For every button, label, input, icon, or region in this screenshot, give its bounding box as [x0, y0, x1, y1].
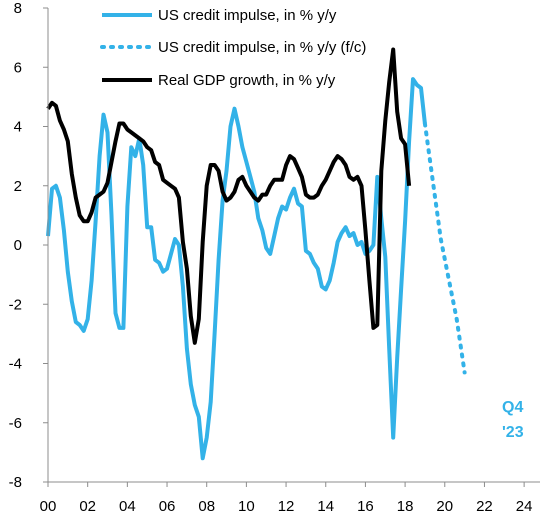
legend-label-credit-impulse-fc: US credit impulse, in % y/y (f/c): [158, 39, 366, 56]
legend-entry-real-gdp: Real GDP growth, in % y/y: [102, 72, 336, 89]
y-tick-label: 2: [14, 178, 22, 195]
x-tick-label: 00: [40, 498, 57, 515]
x-tick-label: 02: [79, 498, 96, 515]
series-credit-impulse-fc-line: [422, 121, 467, 375]
x-tick-label: 12: [278, 498, 295, 515]
x-tick-label: 14: [317, 498, 334, 515]
legend: US credit impulse, in % y/y US credit im…: [100, 7, 366, 89]
x-tick-label: 06: [159, 498, 176, 515]
x-tick-label: 10: [238, 498, 255, 515]
legend-entry-credit-impulse: US credit impulse, in % y/y: [102, 7, 337, 24]
y-tick-label: 4: [14, 119, 22, 136]
y-tick-label: -8: [9, 474, 22, 491]
y-tick-label: -6: [9, 415, 22, 432]
x-ticks: 00 02 04 06 08 10 12 14 16 18 20 22 24: [40, 482, 533, 515]
series-real-gdp-line: [46, 47, 412, 345]
x-tick-label: 20: [436, 498, 453, 515]
legend-entry-credit-impulse-fc: US credit impulse, in % y/y (f/c): [100, 39, 366, 56]
y-tick-label: -2: [9, 296, 22, 313]
legend-label-real-gdp: Real GDP growth, in % y/y: [158, 72, 336, 89]
x-tick-label: 18: [397, 498, 414, 515]
y-tick-label: 6: [14, 59, 22, 76]
series-layer: [46, 47, 467, 461]
series-credit-impulse-line: [46, 77, 427, 461]
x-tick-label: 04: [119, 498, 136, 515]
y-ticks: 8 6 4 2 0 -2 -4 -6 -8: [9, 0, 48, 491]
y-tick-label: 8: [14, 0, 22, 17]
annotation-q4-23: Q4 '23: [502, 399, 524, 441]
annotation-line-q4: Q4: [502, 399, 523, 416]
annotation-line-23: '23: [502, 424, 524, 441]
x-tick-label: 22: [476, 498, 493, 515]
y-tick-label: -4: [9, 356, 22, 373]
y-tick-label: 0: [14, 237, 22, 254]
legend-label-credit-impulse: US credit impulse, in % y/y: [158, 7, 337, 24]
x-tick-label: 16: [357, 498, 374, 515]
x-tick-label: 24: [516, 498, 533, 515]
x-tick-label: 08: [198, 498, 215, 515]
